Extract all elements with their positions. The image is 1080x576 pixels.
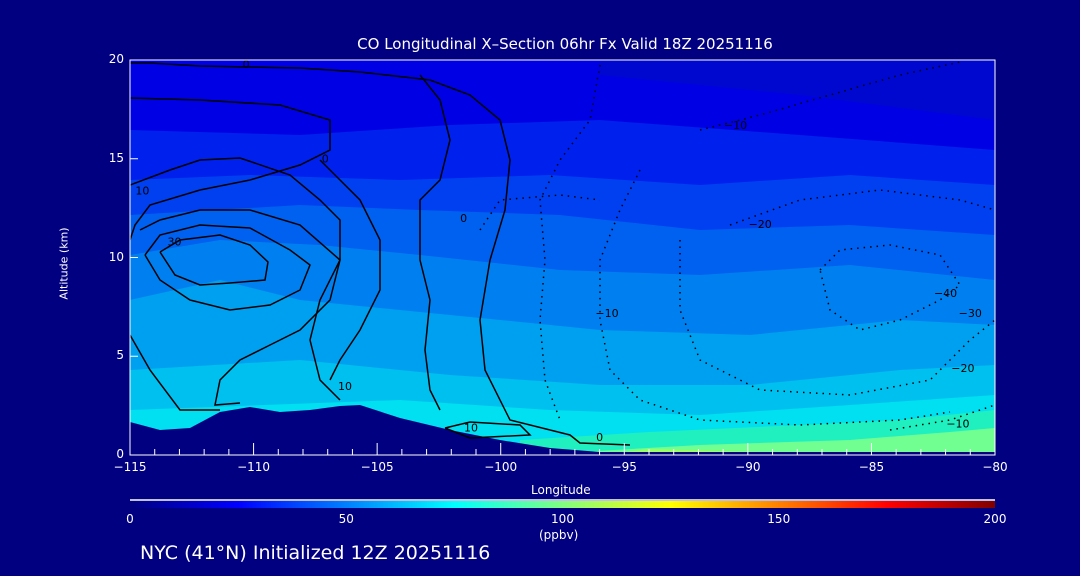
footer-caption: NYC (41°N) Initialized 12Z 20251116 [140,542,491,564]
contour-neg10-c [479,194,995,431]
contour-neg20-a [599,169,951,426]
colorbar-tick-label: 200 [983,512,1007,526]
x-tick-label: −95 [611,460,637,474]
contour-neg30 [679,240,995,396]
chart-title: CO Longitudinal X–Section 06hr Fx Valid … [357,35,773,53]
colorbar-tick-label: 0 [126,512,134,526]
x-tick-label: −115 [113,460,147,474]
contour-neg10-b [699,61,961,131]
contour-label: −30 [959,307,982,320]
contour-label: −10 [595,307,618,320]
contour-10 [130,97,341,401]
negative-contours [479,61,995,431]
colorbar-units: (ppbv) [539,528,579,542]
x-tick-label: −110 [237,460,271,474]
contour-label: 10 [135,184,149,197]
x-tick-label: −85 [858,460,885,474]
contour-label: −20 [749,218,772,231]
colorbar-tick-label: 100 [551,512,574,526]
contour-label: 10 [338,380,352,393]
contour-neg40 [819,244,962,331]
contour-0-upper [130,62,631,446]
contour-label: −40 [934,287,957,300]
contour-label: −20 [951,362,974,375]
terrain [130,405,995,455]
x-tick-label: −80 [982,460,1008,474]
y-tick-label: 10 [108,249,124,264]
contour-0-mid [419,74,451,411]
y-tick-label: 15 [108,150,124,165]
contour-label: 0 [322,153,329,166]
contour-label: 0 [243,58,250,71]
contour-label: −10 [946,417,969,430]
x-axis-label: Longitude [531,483,591,497]
band-10 [580,428,995,455]
contour-neg20-b [729,189,995,226]
contour-labels: 0 0 10 0 30 −10 −20 −10 −40−30 −20 −10 10 10 0 [135,58,982,444]
x-tick-label: −105 [360,460,394,474]
contour-label: −10 [724,119,747,132]
colorbar-tick-label: 50 [338,512,354,526]
y-tick-label: 20 [108,52,124,66]
band-top-right [600,60,995,120]
field-fill [130,60,995,455]
contours [130,62,631,446]
contour-label: 30 [167,236,181,249]
y-tick-label: 5 [116,348,124,363]
contour-label: 0 [460,212,467,225]
contour-0-left [319,159,381,381]
contour-30 [144,224,311,311]
contour-label: 0 [596,431,603,444]
y-tick-label: 0 [116,447,124,461]
x-tick-label: −100 [484,460,518,474]
contour-30-inner [159,234,269,286]
contour-10-low [444,421,532,439]
axis-ticks [129,59,996,456]
colorbar [130,501,995,508]
x-tick-label: −90 [735,460,761,474]
contour-20 [130,209,341,411]
colorbar-tick-label: 150 [767,512,791,526]
contour-label: 10 [464,421,478,434]
